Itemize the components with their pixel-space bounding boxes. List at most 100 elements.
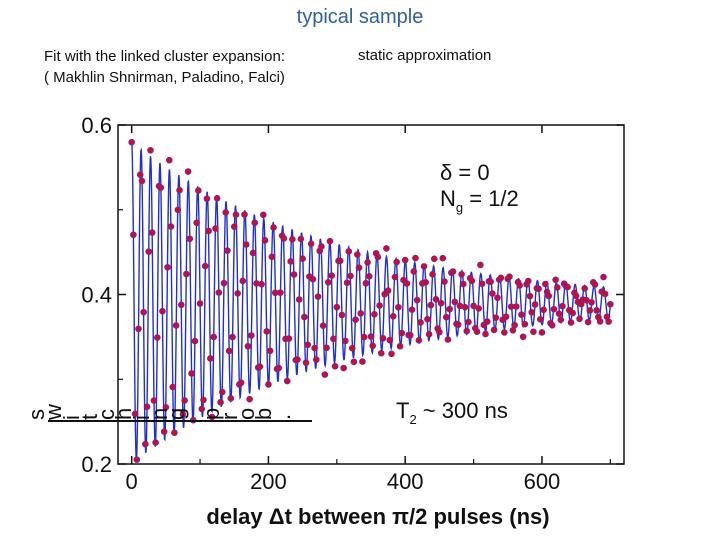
data-point [215, 289, 223, 296]
data-point [362, 279, 370, 287]
y-tick-label: 0.4 [81, 283, 112, 308]
data-point [280, 235, 288, 242]
data-point [128, 138, 135, 146]
data-point [511, 321, 518, 329]
data-point [516, 282, 524, 289]
data-point [451, 298, 459, 306]
data-point [538, 329, 546, 336]
data-point [383, 245, 390, 252]
x-tick-label: 600 [524, 469, 561, 494]
data-point [446, 305, 453, 313]
data-point [347, 272, 354, 280]
data-point [413, 296, 421, 304]
data-point [530, 328, 537, 336]
x-tick-label: 0 [126, 469, 138, 494]
delta-value: = 0 [452, 160, 489, 185]
data-point [177, 301, 185, 309]
data-point [183, 270, 190, 278]
data-point [588, 299, 595, 306]
data-point [460, 280, 467, 288]
data-point [389, 312, 397, 320]
data-point [159, 307, 166, 315]
data-point [152, 439, 159, 446]
data-point [246, 395, 253, 403]
data-point [427, 301, 435, 309]
data-point [528, 308, 535, 316]
data-point [412, 254, 419, 262]
data-point [386, 336, 394, 344]
data-point [600, 273, 607, 281]
data-point [519, 333, 527, 341]
data-point [365, 273, 373, 280]
data-point [391, 273, 399, 281]
data-point [379, 334, 387, 342]
data-point [512, 303, 520, 310]
data-point [181, 397, 188, 404]
data-point [333, 303, 341, 311]
y-axis-label-glyph: t [77, 414, 102, 420]
data-point [465, 318, 472, 326]
data-point [188, 370, 195, 377]
data-point [478, 280, 486, 288]
data-point [338, 311, 346, 319]
data-point [321, 371, 329, 378]
y-axis-label-glyph: b [251, 408, 276, 420]
data-point [605, 318, 612, 325]
data-point [195, 187, 202, 194]
data-point [340, 364, 347, 372]
data-point [241, 211, 248, 218]
data-point [489, 290, 496, 297]
data-point [162, 404, 170, 411]
data-point [526, 292, 534, 300]
data-point [324, 278, 332, 286]
data-point [487, 278, 494, 285]
data-point [521, 320, 529, 328]
data-point [482, 330, 489, 338]
data-point [314, 293, 322, 300]
data-point [567, 319, 575, 326]
data-point [535, 285, 542, 293]
data-point [186, 235, 194, 243]
data-point [270, 224, 277, 231]
data-point [160, 428, 168, 435]
ng-annotation: Ng = 1/2 [440, 186, 519, 215]
y-axis-label-glyph: w [41, 404, 66, 421]
data-point [319, 322, 327, 329]
data-point [601, 290, 609, 298]
data-point [251, 219, 259, 227]
data-point [207, 355, 214, 362]
data-point [557, 316, 565, 324]
data-point [210, 333, 218, 341]
data-point [135, 325, 142, 333]
slide-title: typical sample [296, 6, 424, 28]
data-point [524, 277, 532, 285]
data-point [295, 296, 303, 303]
data-point [217, 398, 224, 406]
data-point [364, 259, 371, 266]
data-point [432, 295, 440, 303]
data-point [164, 263, 171, 271]
data-point [564, 283, 571, 291]
data-point [584, 318, 592, 326]
data-point [275, 364, 282, 372]
data-point [133, 456, 141, 463]
x-axis-label-part-1: delay [206, 504, 268, 529]
data-point [345, 248, 353, 255]
data-point [302, 359, 310, 367]
data-point [331, 362, 339, 370]
data-point [591, 281, 599, 288]
y-axis-label-glyph: r [217, 413, 242, 420]
data-point [266, 347, 274, 355]
delta-glyph: Δ [269, 504, 285, 529]
data-point [473, 328, 481, 336]
data-point [179, 411, 187, 418]
data-point [518, 311, 525, 318]
ng-value: = 1/2 [463, 186, 519, 211]
data-point [596, 318, 604, 325]
data-point [552, 276, 559, 284]
data-point [244, 342, 252, 350]
data-point [506, 273, 513, 280]
y-axis-label-glyph: i [59, 415, 84, 420]
data-point [342, 337, 349, 345]
